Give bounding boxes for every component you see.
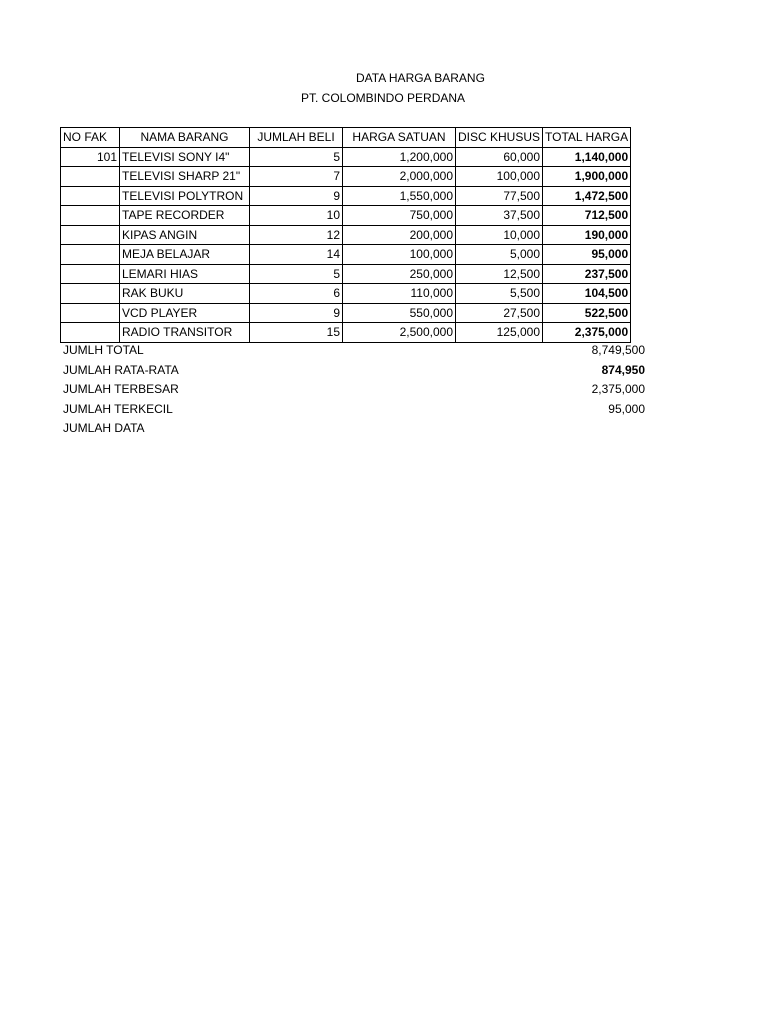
table-cell[interactable]: 5 <box>249 263 343 284</box>
table-cell[interactable]: 1,550,000 <box>342 185 456 206</box>
table-row: 101 TELEVISI SONY I4" 5 1,200,000 60,000 1,14… <box>60 146 632 167</box>
table-cell[interactable]: 190,000 <box>542 224 632 245</box>
table-cell[interactable]: TAPE RECORDER <box>119 205 250 226</box>
company-name: PT. COLOMBINDO PERDANA <box>301 91 466 105</box>
table-cell[interactable]: 1,140,000 <box>542 146 632 167</box>
table-cell[interactable]: 12,500 <box>454 263 544 284</box>
table-row: MEJA BELAJAR 14 100,000 5,000 95,000 <box>60 244 632 265</box>
column-header: TOTAL HARGA <box>542 127 632 148</box>
summary-label: JUMLAH TERBESAR <box>63 382 179 396</box>
table-cell[interactable]: 27,500 <box>454 302 544 323</box>
table-cell[interactable]: 550,000 <box>342 302 456 323</box>
table-cell[interactable]: 60,000 <box>454 146 544 167</box>
column-header: JUMLAH BELI <box>249 127 343 148</box>
table-cell[interactable]: 10,000 <box>454 224 544 245</box>
table-cell[interactable]: 1,200,000 <box>342 146 456 167</box>
table-cell[interactable]: TELEVISI POLYTRON <box>119 185 250 206</box>
table-row: RAK BUKU 6 110,000 5,500 104,500 <box>60 283 632 304</box>
table-cell[interactable]: 110,000 <box>342 283 456 304</box>
table-cell[interactable]: 100,000 <box>454 166 544 187</box>
table-cell[interactable]: 5,000 <box>454 244 544 265</box>
table-cell[interactable] <box>60 283 120 304</box>
summary-row: JUMLAH DATA <box>63 419 645 439</box>
table-cell[interactable]: 15 <box>249 322 343 343</box>
price-table: NO FAK NAMA BARANG JUMLAH BELI HARGA SATUAN… <box>60 127 632 343</box>
table-cell[interactable]: 12 <box>249 224 343 245</box>
summary-label: JUMLAH TERKECIL <box>63 401 173 416</box>
summary-value: 874,950 <box>601 362 645 377</box>
table-cell[interactable]: 101 <box>60 146 120 167</box>
document-title: DATA HARGA BARANG <box>356 71 485 85</box>
table-cell[interactable]: 200,000 <box>342 224 456 245</box>
table-cell[interactable]: 2,375,000 <box>542 322 632 343</box>
table-cell[interactable] <box>60 185 120 206</box>
table-cell[interactable]: 1,900,000 <box>542 166 632 187</box>
summary-value: 95,000 <box>608 401 645 416</box>
table-cell[interactable]: 712,500 <box>542 205 632 226</box>
table-cell[interactable]: 125,000 <box>454 322 544 343</box>
table-cell[interactable]: TELEVISI SONY I4" <box>119 146 250 167</box>
table-row: LEMARI HIAS 5 250,000 12,500 237,500 <box>60 263 632 284</box>
table-cell[interactable]: 522,500 <box>542 302 632 323</box>
table-cell[interactable]: 6 <box>249 283 343 304</box>
table-cell[interactable]: 77,500 <box>454 185 544 206</box>
table-cell[interactable]: 14 <box>249 244 343 265</box>
table-cell[interactable]: RADIO TRANSITOR <box>119 322 250 343</box>
summary-value: 8,749,500 <box>591 343 645 357</box>
table-cell[interactable]: VCD PLAYER <box>119 302 250 323</box>
column-header: NAMA BARANG <box>119 127 250 148</box>
summary-row: JUMLAH TERKECIL 95,000 <box>63 400 645 420</box>
table-cell[interactable]: 250,000 <box>342 263 456 284</box>
summary-label: JUMLH TOTAL <box>63 343 144 357</box>
summary-row: JUMLH TOTAL 8,749,500 <box>63 341 645 361</box>
table-cell[interactable] <box>60 224 120 245</box>
table-cell[interactable] <box>60 166 120 187</box>
table-cell[interactable]: LEMARI HIAS <box>119 263 250 284</box>
table-cell[interactable]: 104,500 <box>542 283 632 304</box>
table-cell[interactable]: 7 <box>249 166 343 187</box>
table-cell[interactable]: 37,500 <box>454 205 544 226</box>
table-cell[interactable]: 5,500 <box>454 283 544 304</box>
table-row: TAPE RECORDER 10 750,000 37,500 712,500 <box>60 205 632 226</box>
summary-label: JUMLAH RATA-RATA <box>63 362 179 377</box>
table-cell[interactable] <box>60 205 120 226</box>
table-cell[interactable]: RAK BUKU <box>119 283 250 304</box>
table-row: VCD PLAYER 9 550,000 27,500 522,500 <box>60 302 632 323</box>
table-cell[interactable]: 2,500,000 <box>342 322 456 343</box>
summary-value: 2,375,000 <box>591 382 645 396</box>
table-cell[interactable]: 1,472,500 <box>542 185 632 206</box>
table-row: KIPAS ANGIN 12 200,000 10,000 190,000 <box>60 224 632 245</box>
summary-row: JUMLAH RATA-RATA 874,950 <box>63 361 645 381</box>
header-row: NO FAK NAMA BARANG JUMLAH BELI HARGA SATUAN… <box>60 127 632 148</box>
summary-label: JUMLAH DATA <box>63 421 145 435</box>
table-cell[interactable]: 95,000 <box>542 244 632 265</box>
table-cell[interactable]: 9 <box>249 302 343 323</box>
table-cell[interactable]: KIPAS ANGIN <box>119 224 250 245</box>
summary-row: JUMLAH TERBESAR 2,375,000 <box>63 380 645 400</box>
table-cell[interactable] <box>60 322 120 343</box>
column-header: DISC KHUSUS <box>454 127 544 148</box>
table-row: RADIO TRANSITOR 15 2,500,000 125,000 2,375,0… <box>60 322 632 343</box>
table-row: TELEVISI POLYTRON 9 1,550,000 77,500 1,472,5… <box>60 185 632 206</box>
table-cell[interactable]: 5 <box>249 146 343 167</box>
table-cell[interactable]: 2,000,000 <box>342 166 456 187</box>
table-cell[interactable]: TELEVISI SHARP 21" <box>119 166 250 187</box>
table-row: TELEVISI SHARP 21" 7 2,000,000 100,000 1,900… <box>60 166 632 187</box>
table-cell[interactable]: 100,000 <box>342 244 456 265</box>
column-header: HARGA SATUAN <box>342 127 456 148</box>
table-cell[interactable]: 750,000 <box>342 205 456 226</box>
table-cell[interactable] <box>60 302 120 323</box>
table-cell[interactable]: 237,500 <box>542 263 632 284</box>
table-cell[interactable]: 9 <box>249 185 343 206</box>
table-cell[interactable] <box>60 244 120 265</box>
table-cell[interactable]: 10 <box>249 205 343 226</box>
table-cell[interactable] <box>60 263 120 284</box>
column-header: NO FAK <box>60 127 120 148</box>
table-cell[interactable]: MEJA BELAJAR <box>119 244 250 265</box>
